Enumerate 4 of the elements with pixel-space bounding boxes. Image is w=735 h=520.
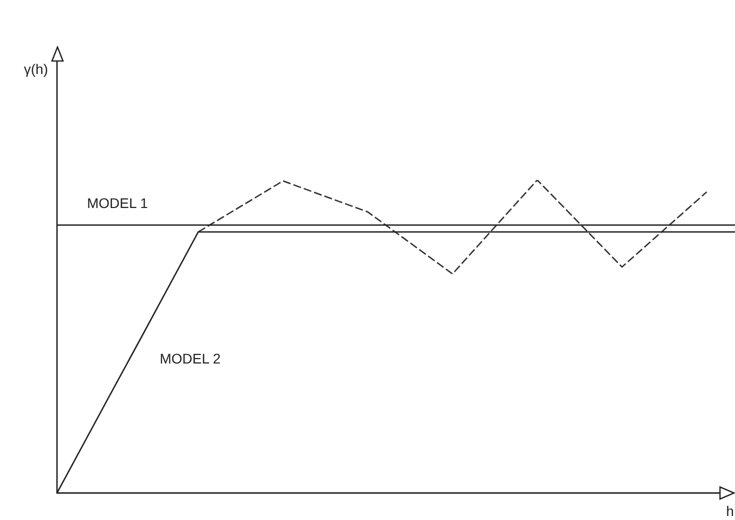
series-label: MODEL 2 (160, 350, 221, 366)
text: γ(h) (24, 60, 48, 77)
x-axis-title: h (726, 502, 734, 519)
series-label: MODEL 1 (87, 194, 148, 211)
